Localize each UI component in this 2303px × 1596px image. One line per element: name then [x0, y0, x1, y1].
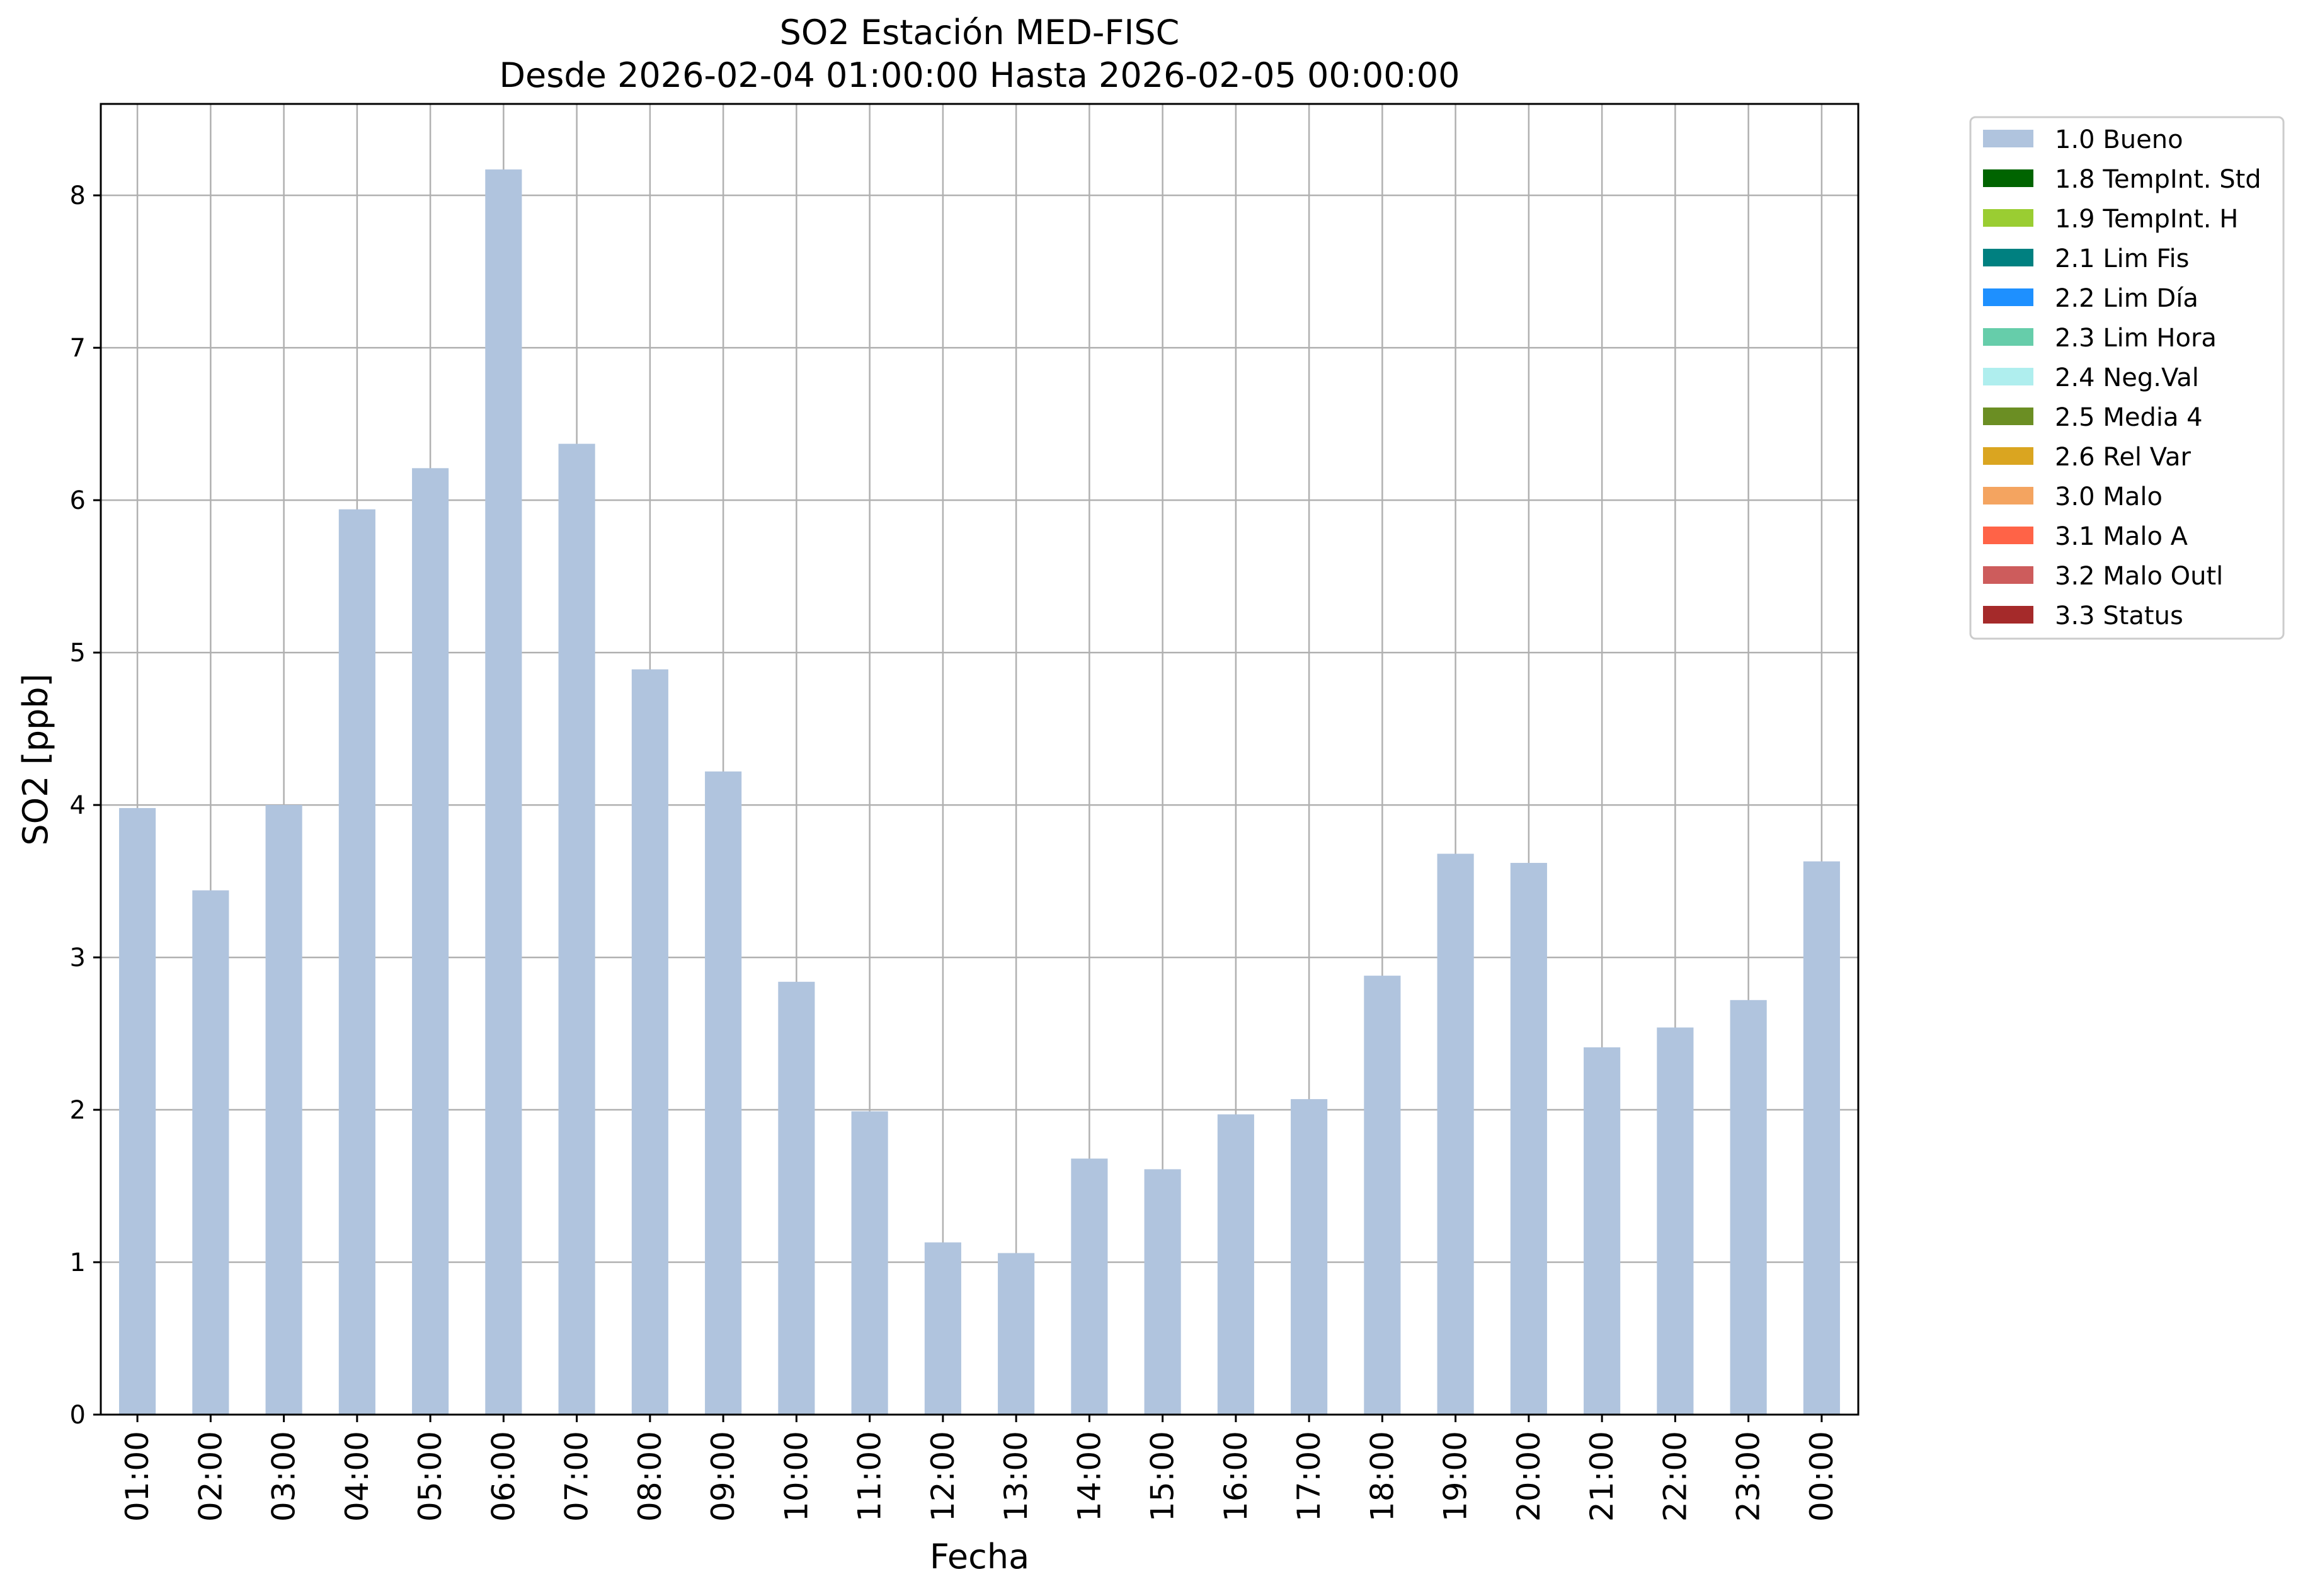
bar: [558, 443, 595, 1415]
legend-swatch: [1983, 169, 2033, 187]
bar: [1144, 1169, 1181, 1415]
chart-title: SO2 Estación MED-FISC: [780, 13, 1180, 52]
legend: 1.0 Bueno 1.8 TempInt. Std 1.9 TempInt. H 2…: [1969, 116, 2285, 640]
bar: [265, 805, 302, 1415]
y-tick-label: 0: [70, 1401, 86, 1430]
bar: [1291, 1099, 1328, 1415]
bar: [705, 771, 742, 1415]
legend-label: 3.0 Malo: [2055, 482, 2163, 511]
y-tick-label: 1: [70, 1248, 86, 1277]
x-tick-label: 22:00: [1657, 1431, 1693, 1522]
x-tick-label: 09:00: [705, 1431, 741, 1522]
bar: [1730, 1000, 1767, 1415]
bar: [338, 509, 375, 1415]
x-tick-label: 16:00: [1218, 1431, 1254, 1522]
y-tick-label: 4: [70, 791, 86, 820]
legend-label: 3.1 Malo A: [2055, 522, 2188, 551]
bar: [119, 807, 156, 1415]
legend-swatch: [1983, 130, 2033, 147]
bar: [1657, 1027, 1694, 1415]
y-tick-label: 3: [70, 943, 86, 972]
legend-swatch: [1983, 487, 2033, 504]
legend-label: 2.6 Rel Var: [2055, 443, 2192, 472]
legend-label: 1.9 TempInt. H: [2055, 205, 2238, 234]
bars: [119, 169, 1840, 1415]
x-tick-label: 14:00: [1071, 1431, 1107, 1522]
bar: [485, 169, 522, 1415]
bar: [1071, 1158, 1108, 1415]
legend-swatch: [1983, 328, 2033, 346]
bar: [1437, 853, 1474, 1415]
bar: [1584, 1047, 1621, 1415]
legend-swatch: [1983, 368, 2033, 385]
bar: [778, 981, 815, 1415]
legend-label: 1.0 Bueno: [2055, 125, 2183, 154]
x-tick-label: 00:00: [1803, 1431, 1840, 1522]
x-tick-label: 02:00: [192, 1431, 229, 1522]
bar: [1803, 861, 1840, 1415]
y-tick-label: 8: [70, 181, 86, 210]
x-tick-label: 13:00: [998, 1431, 1034, 1522]
x-tick-label: 01:00: [119, 1431, 156, 1522]
y-tick-label: 6: [70, 486, 86, 515]
bar: [412, 468, 449, 1415]
x-tick-label: 19:00: [1437, 1431, 1474, 1522]
x-axis-label: Fecha: [930, 1537, 1029, 1576]
y-tick-label: 5: [70, 639, 86, 668]
x-tick-label: 04:00: [339, 1431, 375, 1522]
x-tick-label: 06:00: [485, 1431, 522, 1522]
legend-label: 2.4 Neg.Val: [2055, 363, 2199, 392]
x-tick-label: 05:00: [412, 1431, 449, 1522]
x-tick-label: 08:00: [632, 1431, 668, 1522]
y-axis: 0 1 2 3 4 5 6 7 8: [70, 181, 101, 1430]
x-tick-label: 12:00: [925, 1431, 961, 1522]
legend-label: 3.2 Malo Outl: [2055, 562, 2223, 591]
bar: [192, 890, 229, 1415]
bar: [631, 669, 668, 1415]
x-tick-label: 10:00: [778, 1431, 814, 1522]
bar: [924, 1242, 961, 1415]
plot-area: [101, 104, 1858, 1415]
x-tick-label: 11:00: [852, 1431, 888, 1522]
legend-label: 2.3 Lim Hora: [2055, 324, 2217, 353]
x-tick-label: 21:00: [1584, 1431, 1620, 1522]
x-tick-label: 07:00: [559, 1431, 595, 1522]
x-tick-label: 20:00: [1511, 1431, 1547, 1522]
legend-swatch: [1983, 249, 2033, 266]
x-tick-label: 03:00: [266, 1431, 302, 1522]
x-axis: 01:00 02:00 03:00 04:00 05:00 06:00 07:00 08:00…: [119, 1415, 1840, 1522]
legend-swatch: [1983, 447, 2033, 465]
legend-swatch: [1983, 527, 2033, 544]
bar: [1217, 1114, 1254, 1415]
bar: [851, 1111, 888, 1415]
legend-box: [1969, 116, 2285, 640]
x-tick-label: 18:00: [1364, 1431, 1400, 1522]
legend-swatch: [1983, 408, 2033, 425]
legend-label: 2.2 Lim Día: [2055, 284, 2198, 313]
axes-frame: [100, 103, 1860, 1416]
y-tick-label: 7: [70, 334, 86, 363]
bar: [1510, 863, 1547, 1415]
x-tick-label: 15:00: [1145, 1431, 1181, 1522]
legend-label: 2.1 Lim Fis: [2055, 244, 2189, 273]
y-tick-label: 2: [70, 1096, 86, 1125]
chart-subtitle: Desde 2026-02-04 01:00:00 Hasta 2026-02-…: [499, 55, 1460, 95]
legend-swatch: [1983, 288, 2033, 306]
bar: [998, 1253, 1035, 1415]
legend-swatch: [1983, 209, 2033, 227]
legend-label: 3.3 Status: [2055, 601, 2183, 630]
x-tick-label: 23:00: [1730, 1431, 1767, 1522]
bar: [1364, 976, 1401, 1415]
x-tick-label: 17:00: [1291, 1431, 1327, 1522]
legend-label: 2.5 Media 4: [2055, 403, 2203, 432]
legend-label: 1.8 TempInt. Std: [2055, 165, 2261, 194]
y-axis-label: SO2 [ppb]: [16, 673, 55, 845]
legend-swatch: [1983, 606, 2033, 624]
legend-swatch: [1983, 566, 2033, 584]
